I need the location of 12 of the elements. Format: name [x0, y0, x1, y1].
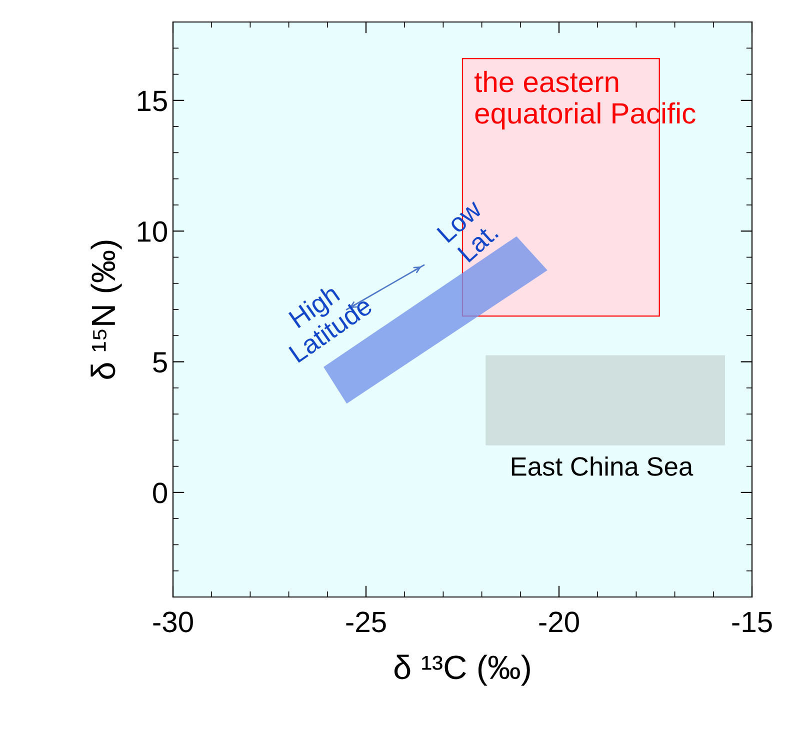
- x-axis-title: δ ¹³C (‰): [394, 654, 530, 686]
- x-tick-label: -20: [539, 612, 579, 632]
- x-tick-label: -25: [346, 612, 386, 632]
- y-tick-label: 5: [153, 352, 167, 373]
- x-tick-label: -15: [732, 612, 772, 632]
- y-tick-label: 10: [138, 221, 167, 242]
- y-tick-label: 15: [138, 90, 167, 112]
- y-tick-label: 0: [153, 482, 167, 504]
- annotation: East China Sea: [512, 456, 694, 476]
- y-axis-title: δ ¹⁵N (‰): [90, 240, 122, 379]
- x-tick-label: -30: [153, 612, 193, 632]
- annotation: Low Lat.: [436, 198, 499, 263]
